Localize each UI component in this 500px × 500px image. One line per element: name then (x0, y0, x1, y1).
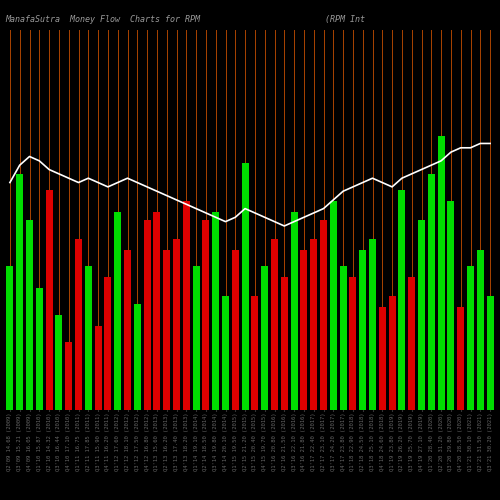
Text: ManafaSutra  Money Flow  Charts for RPM                         (RPM Int        : ManafaSutra Money Flow Charts for RPM (R… (5, 15, 500, 24)
Bar (418, 220, 425, 410)
Bar (164, 250, 170, 410)
Bar (173, 239, 180, 410)
Bar (36, 288, 43, 410)
Bar (252, 296, 258, 410)
Bar (66, 342, 72, 410)
Bar (16, 174, 23, 410)
Bar (350, 277, 356, 410)
Bar (486, 296, 494, 410)
Bar (467, 266, 474, 410)
Bar (154, 212, 160, 410)
Bar (75, 239, 82, 410)
Bar (448, 201, 454, 410)
Bar (320, 220, 327, 410)
Bar (262, 266, 268, 410)
Bar (85, 266, 91, 410)
Bar (114, 212, 121, 410)
Bar (360, 250, 366, 410)
Bar (26, 220, 33, 410)
Bar (46, 190, 52, 410)
Bar (56, 315, 62, 410)
Bar (94, 326, 102, 410)
Bar (310, 239, 317, 410)
Bar (183, 201, 190, 410)
Bar (222, 296, 229, 410)
Bar (212, 212, 219, 410)
Bar (369, 239, 376, 410)
Bar (300, 250, 308, 410)
Bar (428, 174, 434, 410)
Bar (281, 277, 287, 410)
Bar (6, 266, 14, 410)
Bar (477, 250, 484, 410)
Bar (134, 304, 140, 410)
Bar (144, 220, 150, 410)
Bar (202, 220, 209, 410)
Bar (398, 190, 406, 410)
Bar (290, 212, 298, 410)
Bar (232, 250, 238, 410)
Bar (104, 277, 112, 410)
Bar (124, 250, 131, 410)
Bar (242, 163, 248, 410)
Bar (192, 266, 200, 410)
Bar (408, 277, 415, 410)
Bar (438, 136, 444, 410)
Bar (340, 266, 346, 410)
Bar (388, 296, 396, 410)
Bar (458, 308, 464, 410)
Bar (271, 239, 278, 410)
Bar (379, 308, 386, 410)
Bar (330, 201, 336, 410)
